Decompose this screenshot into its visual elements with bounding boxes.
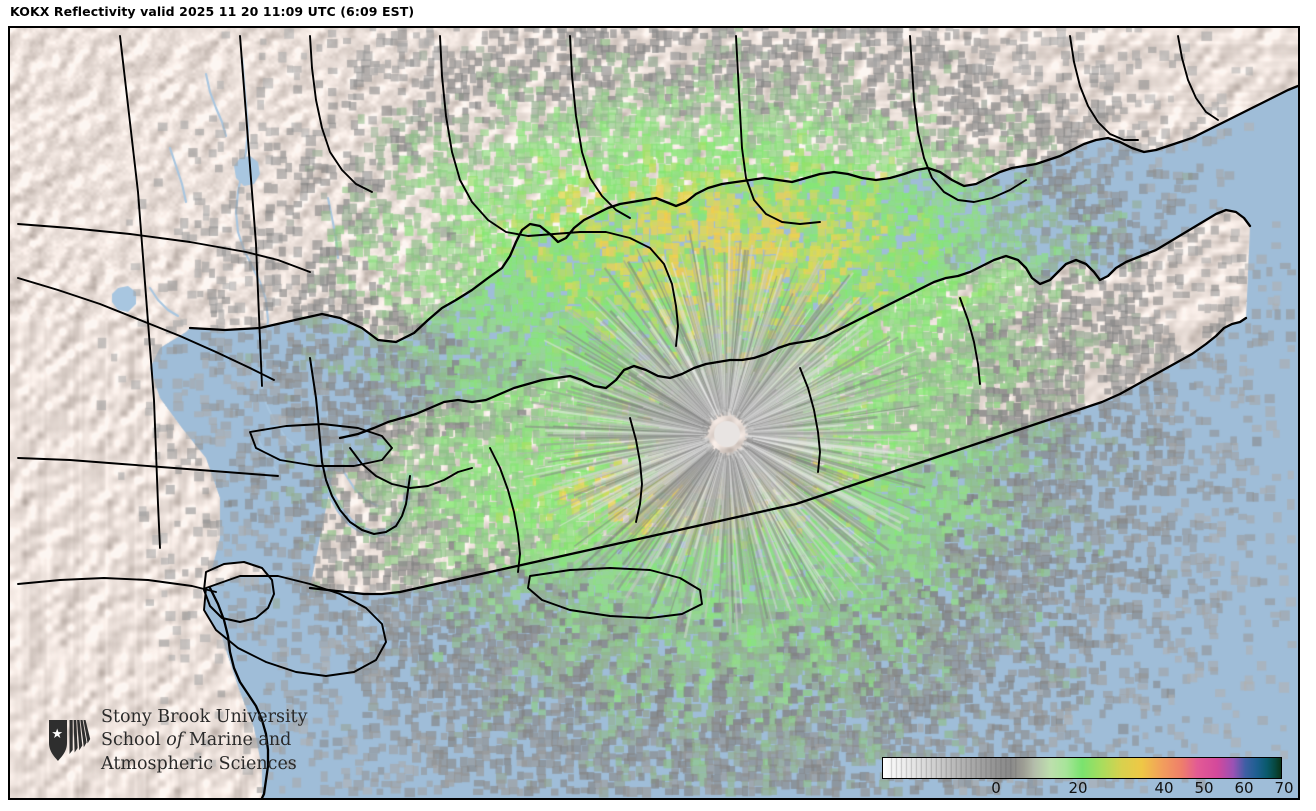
colorbar-tick-40: 40 <box>1154 779 1174 797</box>
colorbar-tick-50: 50 <box>1194 779 1214 797</box>
reflectivity-colorbar[interactable]: 0204050607080 <box>874 733 1294 797</box>
map-frame[interactable]: Stony Brook University School of Marine … <box>8 26 1300 800</box>
colorbar-tick-70: 70 <box>1274 779 1294 797</box>
colorbar-gradient-canvas <box>883 758 1281 778</box>
radar-reflectivity-layer <box>10 28 1298 798</box>
colorbar-tick-0: 0 <box>991 779 1001 797</box>
colorbar-tick-60: 60 <box>1234 779 1254 797</box>
page-title: KOKX Reflectivity valid 2025 11 20 11:09… <box>10 4 415 19</box>
colorbar-gradient-bar <box>882 757 1282 779</box>
colorbar-tick-labels: 0204050607080 <box>882 779 1293 798</box>
colorbar-tick-20: 20 <box>1068 779 1088 797</box>
